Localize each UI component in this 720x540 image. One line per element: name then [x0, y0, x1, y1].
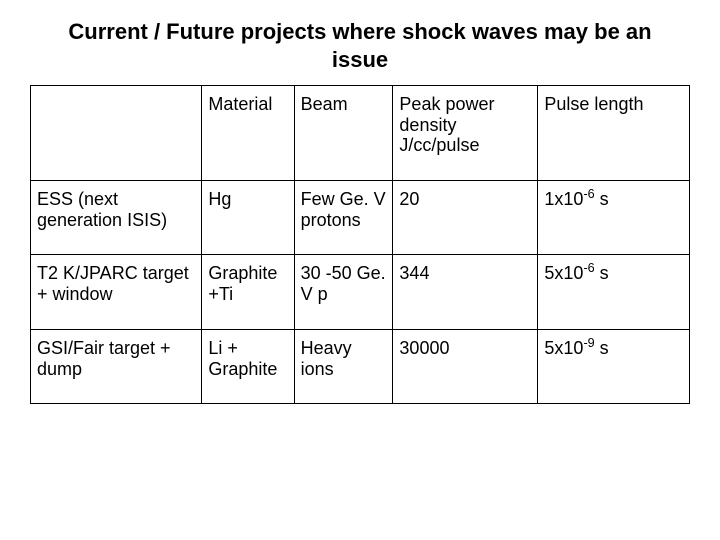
pulse-unit: s — [595, 189, 609, 209]
table-header-row: Material Beam Peak power density J/cc/pu… — [31, 86, 690, 181]
cell-peak-power: 30000 — [393, 329, 538, 403]
cell-pulse-length: 5x10-6 s — [538, 255, 690, 329]
cell-pulse-length: 1x10-6 s — [538, 181, 690, 255]
pulse-exponent: -6 — [583, 261, 594, 275]
slide-title: Current / Future projects where shock wa… — [30, 18, 690, 73]
col-header-project — [31, 86, 202, 181]
cell-material: Li + Graphite — [202, 329, 294, 403]
col-header-peak-power: Peak power density J/cc/pulse — [393, 86, 538, 181]
pulse-exponent: -9 — [583, 336, 594, 350]
cell-beam: Few Ge. V protons — [294, 181, 393, 255]
pulse-exponent: -6 — [583, 187, 594, 201]
col-header-beam: Beam — [294, 86, 393, 181]
cell-beam: 30 -50 Ge. V p — [294, 255, 393, 329]
cell-project: T2 K/JPARC target + window — [31, 255, 202, 329]
cell-material: Graphite +Ti — [202, 255, 294, 329]
pulse-unit: s — [595, 338, 609, 358]
col-header-material: Material — [202, 86, 294, 181]
table-row: T2 K/JPARC target + window Graphite +Ti … — [31, 255, 690, 329]
table-row: ESS (next generation ISIS) Hg Few Ge. V … — [31, 181, 690, 255]
pulse-mantissa: 5x10 — [544, 338, 583, 358]
pulse-unit: s — [595, 263, 609, 283]
cell-project: ESS (next generation ISIS) — [31, 181, 202, 255]
shock-wave-table: Material Beam Peak power density J/cc/pu… — [30, 85, 690, 404]
cell-beam: Heavy ions — [294, 329, 393, 403]
cell-pulse-length: 5x10-9 s — [538, 329, 690, 403]
table-row: GSI/Fair target + dump Li + Graphite Hea… — [31, 329, 690, 403]
pulse-mantissa: 5x10 — [544, 263, 583, 283]
col-header-pulse-length: Pulse length — [538, 86, 690, 181]
slide: Current / Future projects where shock wa… — [0, 0, 720, 540]
cell-project: GSI/Fair target + dump — [31, 329, 202, 403]
cell-material: Hg — [202, 181, 294, 255]
pulse-mantissa: 1x10 — [544, 189, 583, 209]
cell-peak-power: 344 — [393, 255, 538, 329]
cell-peak-power: 20 — [393, 181, 538, 255]
